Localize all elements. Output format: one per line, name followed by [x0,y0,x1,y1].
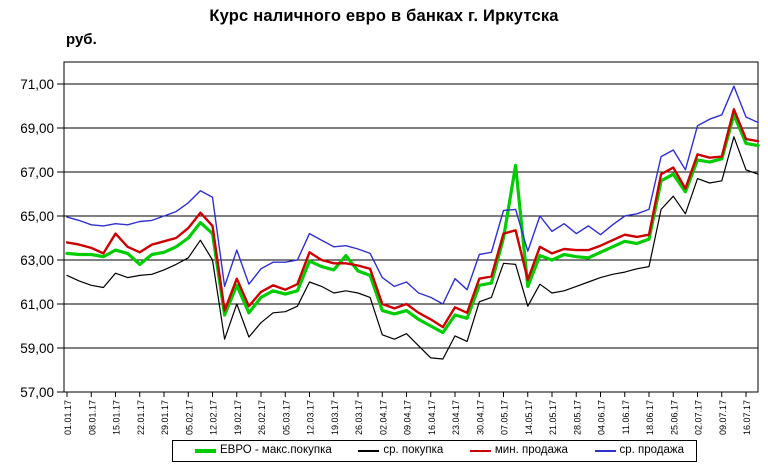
legend: ЕВРО - макс.покупка ср. покупка мин. про… [172,440,697,462]
y-tick-label: 71,00 [20,77,54,92]
legend-item-label: ЕВРО - макс.покупка [220,444,332,457]
x-tick-label: 02.07.17 [694,400,704,435]
legend-line-swatch-avg-buy [358,450,380,452]
legend-item-label: ср. покупка [383,444,444,457]
legend-item-max-buy: ЕВРО - макс.покупка [195,445,332,457]
x-tick-label: 26.03.17 [354,400,364,435]
x-tick-label: 12.03.17 [306,400,316,435]
x-tick-label: 02.04.17 [378,400,388,435]
x-tick-label: 19.03.17 [330,400,340,435]
x-tick-label: 16.04.17 [427,400,437,435]
x-tick-label: 28.05.17 [572,400,582,435]
x-tick-label: 25.06.17 [669,400,679,435]
y-tick-label: 65,00 [20,209,54,224]
series-line-max-buy [65,113,760,335]
series-line-avg-sell [66,85,759,305]
y-axis: 71,00 69,00 67,00 65,00 63,00 61,00 59,00 57,00 [20,77,758,400]
series-lines [65,85,760,360]
x-tick-label: 30.04.17 [475,400,485,435]
y-tick-label: 69,00 [20,121,54,136]
y-tick-label: 57,00 [20,385,54,400]
x-tick-label: 01.01.17 [63,400,73,435]
x-tick-label: 18.06.17 [645,400,655,435]
y-tick-label: 59,00 [20,341,54,356]
legend-item-min-sell: мин. продажа [469,444,568,457]
x-tick-label: 15.01.17 [112,400,122,435]
x-tick-label: 14.05.17 [524,400,534,435]
x-tick-label: 11.06.17 [621,400,631,434]
y-tick-label: 63,00 [20,253,54,268]
legend-line-swatch-avg-sell [594,450,616,452]
legend-line-swatch-max-buy [195,449,216,453]
x-tick-label: 05.03.17 [281,400,291,435]
x-tick-label: 16.07.17 [742,400,752,435]
x-tick-label: 04.06.17 [597,400,607,435]
legend-item-label: мин. продажа [494,444,568,457]
series-line-min-sell [65,108,760,329]
x-tick-label: 05.02.17 [184,400,194,435]
x-tick-label: 23.04.17 [451,400,461,435]
y-tick-label: 61,00 [20,297,54,312]
legend-line-swatch-min-sell [469,449,491,453]
x-tick-label: 26.02.17 [257,400,267,435]
plot-frame [63,61,759,393]
y-axis-unit-label: руб. [66,31,97,48]
x-tick-label: 08.01.17 [87,400,97,435]
x-tick-label: 12.02.17 [209,400,219,435]
legend-item-label: ср. продажа [619,444,685,457]
y-tick-label: 67,00 [20,165,54,180]
legend-item-avg-sell: ср. продажа [594,444,685,457]
x-tick-label: 22.01.17 [136,400,146,435]
x-tick-label: 07.05.17 [500,400,510,435]
x-tick-label: 21.05.17 [548,400,558,435]
x-tick-label: 19.02.17 [233,400,243,435]
legend-item-avg-buy: ср. покупка [358,445,443,457]
x-axis: 01.01.17 08.01.17 15.01.17 22.01.17 29.01.17… [63,392,752,435]
x-tick-label: 29.01.17 [160,400,170,435]
x-tick-label: 09.07.17 [718,400,728,435]
x-tick-label: 09.04.17 [403,400,413,435]
chart-title: Курс наличного евро в банках г. Иркутска [209,7,559,25]
series-line-avg-buy [66,136,759,360]
